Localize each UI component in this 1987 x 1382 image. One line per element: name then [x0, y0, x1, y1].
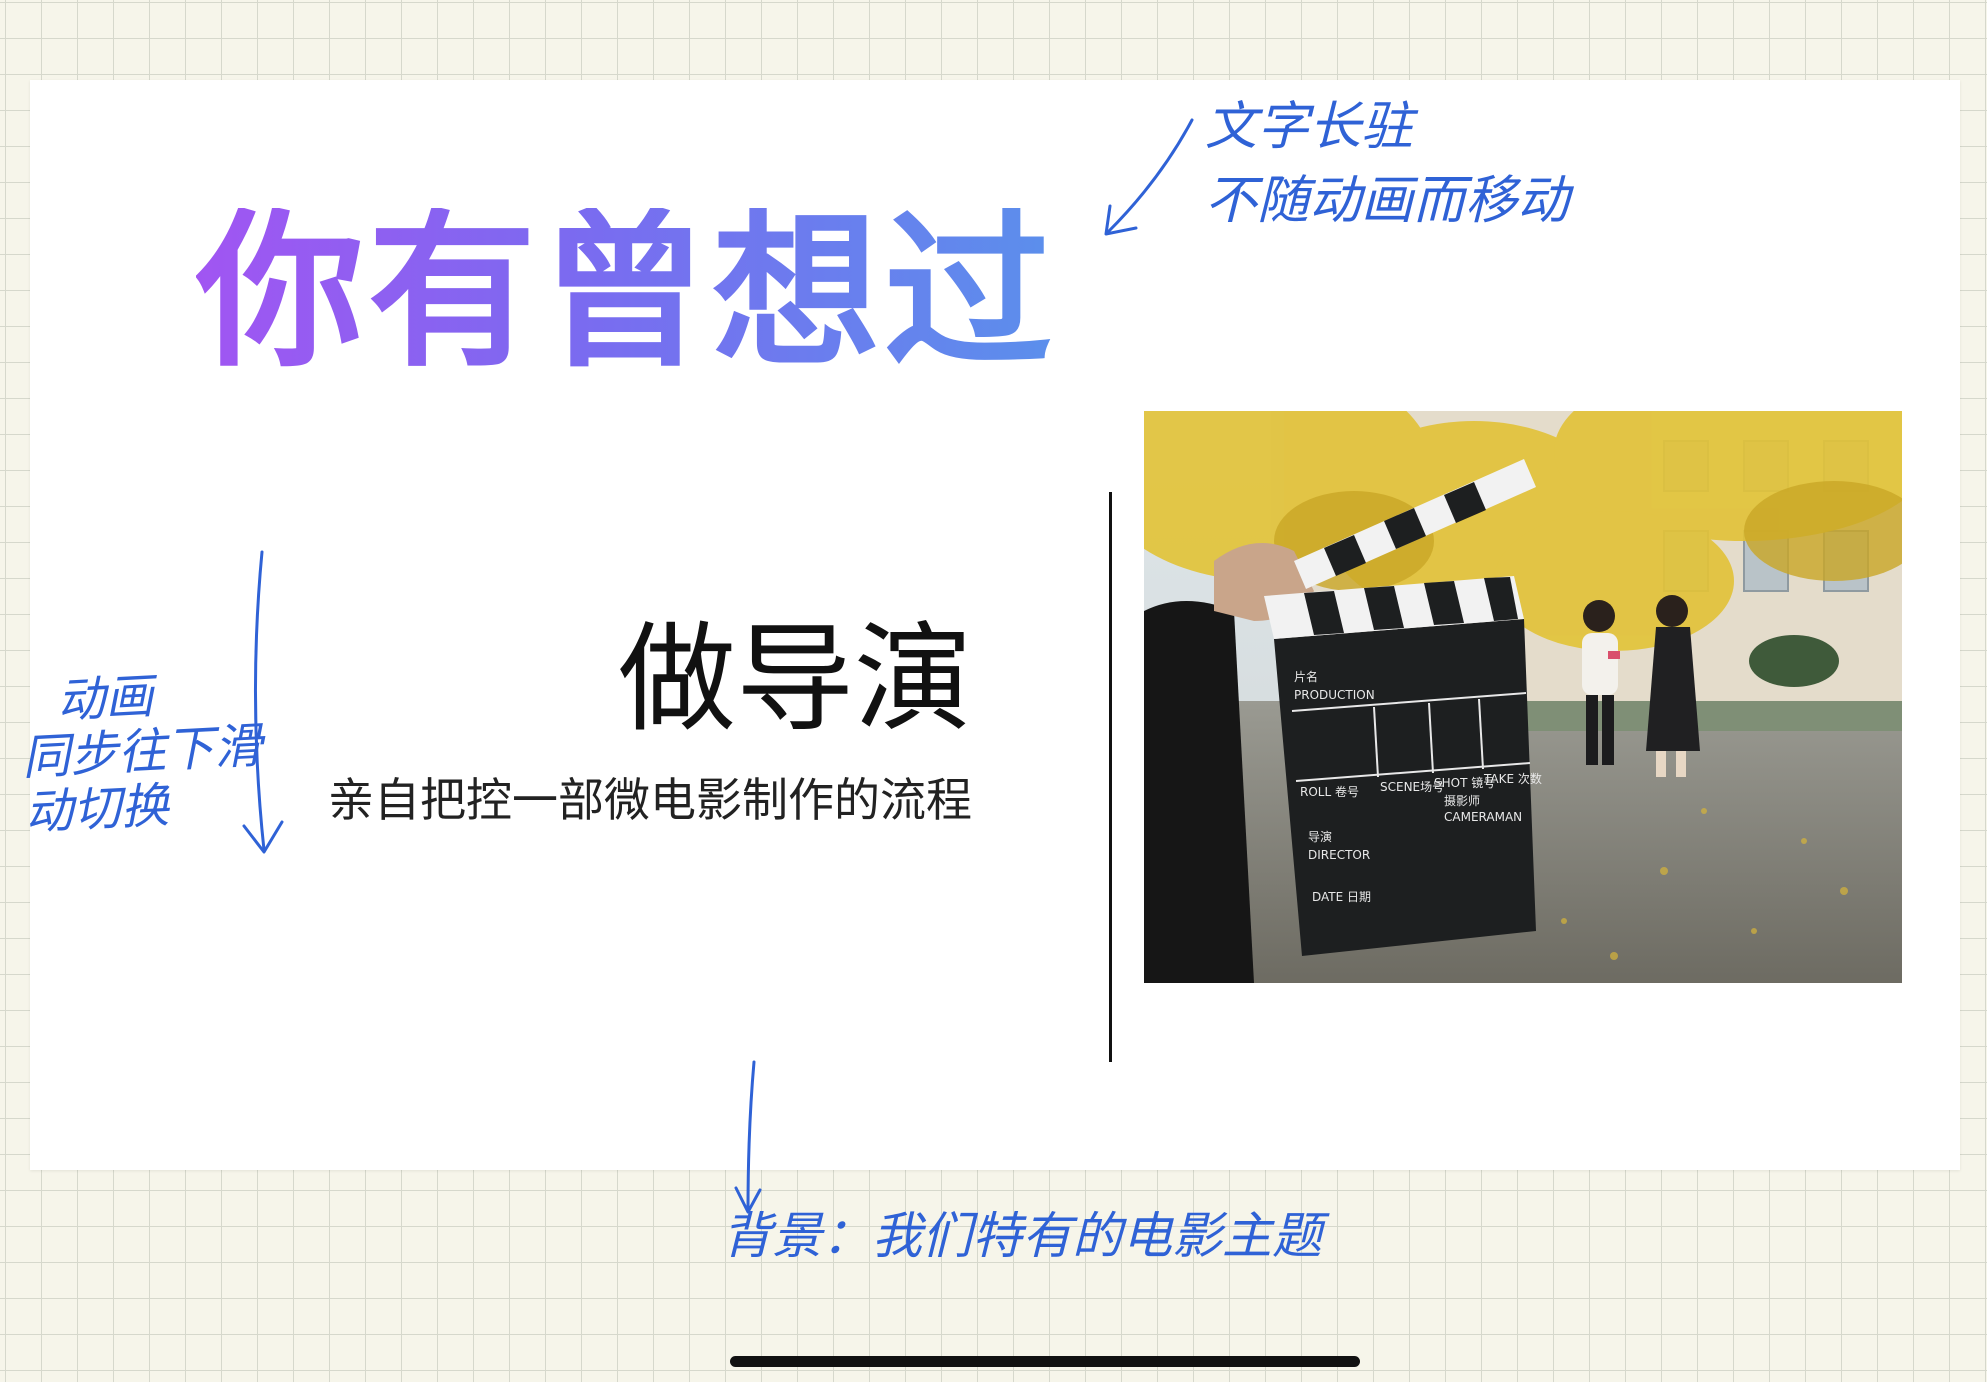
- annotation-left: 动画 同步往下滑 动切换: [18, 664, 266, 842]
- clapper-cameraman-cn: 摄影师: [1444, 793, 1480, 808]
- headline: 你有曾想过: [196, 194, 1056, 390]
- clapperboard-photo: 片名 PRODUCTION ROLL 卷号 SCENE场号 SHOT 镜号 TA…: [1264, 459, 1542, 956]
- clapper-shot: SHOT 镜号: [1434, 775, 1495, 790]
- role-description: 亲自把控一部微电影制作的流程: [328, 773, 972, 827]
- annotation-bottom: 背景：我们特有的电影主题: [722, 1207, 1322, 1265]
- annotation-top: 文字长驻 不随动画而移动: [1205, 97, 1570, 232]
- clapper-cameraman: CAMERAMAN: [1444, 810, 1522, 824]
- clapper-roll: ROLL 卷号: [1300, 784, 1359, 799]
- clapper-date: DATE 日期: [1312, 890, 1371, 904]
- vertical-divider: [1109, 492, 1112, 1062]
- role-title: 做导演: [617, 610, 972, 748]
- clapper-director-cn: 导演: [1308, 829, 1332, 844]
- clapper-production: PRODUCTION: [1294, 688, 1375, 702]
- clapper-film-name: 片名: [1294, 669, 1318, 684]
- person-left: [1582, 600, 1620, 765]
- film-set-photo: 片名 PRODUCTION ROLL 卷号 SCENE场号 SHOT 镜号 TA…: [1144, 411, 1902, 983]
- annotation-top-line1: 文字长驻: [1205, 97, 1414, 157]
- person-right: [1646, 595, 1700, 777]
- clapper-take: TAKE 次数: [1483, 771, 1542, 786]
- annotation-top-line2: 不随动画而移动: [1205, 170, 1570, 231]
- clapper-scene: SCENE场号: [1380, 780, 1444, 794]
- shrub: [1749, 635, 1839, 687]
- home-indicator[interactable]: [730, 1356, 1360, 1367]
- person-foreground: [1144, 601, 1254, 983]
- clapper-director: DIRECTOR: [1308, 848, 1370, 862]
